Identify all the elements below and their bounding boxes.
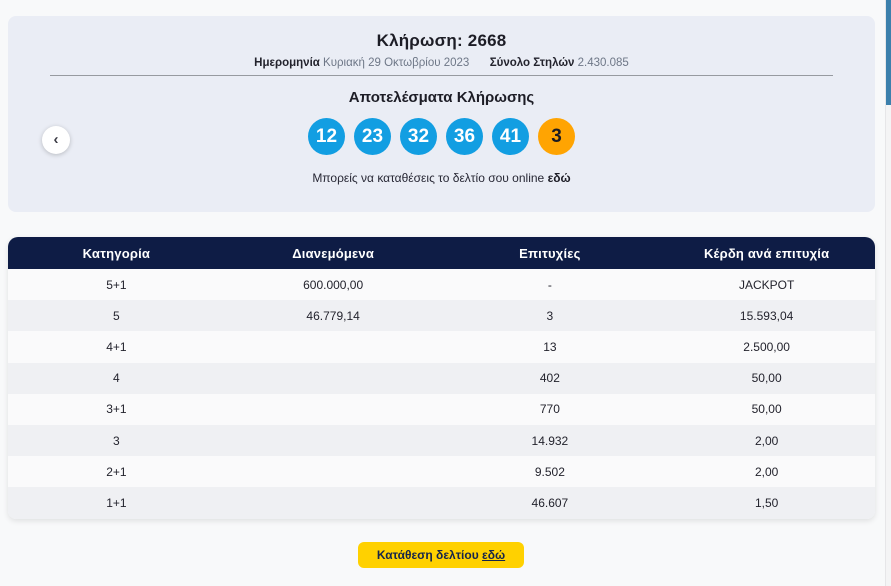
table-cell: 4+1: [8, 331, 225, 363]
online-note: Μπορείς να καταθέσεις το δελτίο σου onli…: [8, 171, 875, 185]
table-cell: 14.932: [441, 424, 659, 457]
results-table-container: Κατηγορία Διανεμόμενα Επιτυχίες Κέρδη ανά ε…: [8, 237, 875, 519]
table-cell: [224, 487, 442, 519]
scrollbar-track[interactable]: [885, 0, 891, 586]
table-cell: [224, 331, 442, 363]
table-cell: [224, 393, 442, 425]
table-cell: 46.779,14: [224, 300, 442, 332]
results-table-body: 5+1 600.000,00- JACKPOT 5 46.779,14 3 15.593,0…: [8, 269, 875, 519]
submit-ticket-link[interactable]: εδώ: [482, 548, 506, 562]
column-header: Επιτυχίες: [441, 237, 659, 269]
draw-meta: Ημερομηνία Κυριακή 29 Οκτωβρίου 2023 Σύν…: [8, 57, 875, 69]
table-cell: 2+1: [8, 456, 225, 488]
submit-ticket-button[interactable]: Κατάθεση δελτίου εδώ: [358, 542, 524, 568]
results-heading: Αποτελέσματα Κλήρωσης: [348, 89, 535, 106]
table-cell: 770: [441, 393, 659, 425]
scrollbar-thumb[interactable]: [886, 0, 891, 105]
table-cell: 3: [441, 300, 659, 332]
table-cell: 3+1: [8, 393, 225, 425]
table-row: 1+1 46.607 1,50: [8, 487, 875, 519]
date-label: Ημερομηνία: [254, 57, 320, 69]
table-row: 3 14.932 2,00: [8, 424, 875, 457]
draw-title: Κλήρωση: 2668: [376, 31, 507, 50]
table-cell: 50,00: [658, 393, 875, 425]
number-ball: 12: [308, 118, 345, 155]
table-row: 2+1 9.502 2,00: [8, 456, 875, 488]
table-row: 5+1 600.000,00- JACKPOT: [8, 269, 875, 301]
results-table-header-row: Κατηγορία Διανεμόμενα Επιτυχίες Κέρδη ανά ε…: [8, 237, 875, 269]
submit-ticket-text: Κατάθεση δελτίου: [376, 548, 479, 562]
number-ball: 41: [492, 118, 529, 155]
table-cell: 15.593,04: [658, 300, 875, 332]
table-cell: 13: [441, 331, 659, 363]
chevron-left-icon: ‹: [53, 131, 59, 148]
table-row: 4+1 13 2.500,00: [8, 331, 875, 363]
table-cell: 402: [441, 362, 659, 394]
number-ball: 36: [446, 118, 483, 155]
table-row: 5 46.779,14 3 15.593,04: [8, 300, 875, 332]
online-submit-link[interactable]: εδώ: [547, 171, 571, 185]
winning-numbers: 12 23 32 36 41 3: [8, 118, 875, 155]
columns-total-value: 2.430.085: [577, 57, 629, 69]
table-cell: 1+1: [8, 487, 225, 519]
table-cell: 600.000,00: [224, 269, 442, 301]
table-cell: 2,00: [658, 424, 875, 457]
draw-results-card: Κλήρωση: 2668 Ημερομηνία Κυριακή 29 Οκτω…: [8, 16, 875, 212]
table-cell: 2,00: [658, 456, 875, 488]
table-cell: 5+1: [8, 269, 225, 301]
table-cell: 3: [8, 424, 225, 457]
table-cell: 46.607: [441, 487, 659, 519]
results-table: Κατηγορία Διανεμόμενα Επιτυχίες Κέρδη ανά ε…: [8, 237, 875, 519]
number-ball: 32: [400, 118, 437, 155]
table-cell: [224, 456, 442, 488]
table-cell: 9.502: [441, 456, 659, 488]
table-cell: -: [441, 269, 659, 301]
table-cell: 4: [8, 362, 225, 394]
table-cell: 50,00: [658, 362, 875, 394]
joker-ball: 3: [538, 118, 575, 155]
divider: [50, 75, 833, 76]
table-cell: [224, 362, 442, 394]
table-cell: 1,50: [658, 487, 875, 519]
columns-total-label: Σύνολο Στηλών: [489, 57, 575, 69]
prev-draw-button[interactable]: ‹: [42, 126, 70, 154]
column-header: Κέρδη ανά επιτυχία: [658, 237, 875, 269]
table-row: 3+1 770 50,00: [8, 393, 875, 425]
online-note-text: Μπορείς να καταθέσεις το δελτίο σου onli…: [312, 171, 545, 185]
column-header: Διανεμόμενα: [224, 237, 442, 269]
number-ball: 23: [354, 118, 391, 155]
table-cell: JACKPOT: [658, 269, 875, 301]
column-header: Κατηγορία: [8, 237, 225, 269]
table-row: 4 402 50,00: [8, 362, 875, 394]
table-cell: 2.500,00: [658, 331, 875, 363]
table-cell: [224, 424, 442, 457]
table-cell: 5: [8, 300, 225, 332]
date-value: Κυριακή 29 Οκτωβρίου 2023: [323, 57, 470, 69]
